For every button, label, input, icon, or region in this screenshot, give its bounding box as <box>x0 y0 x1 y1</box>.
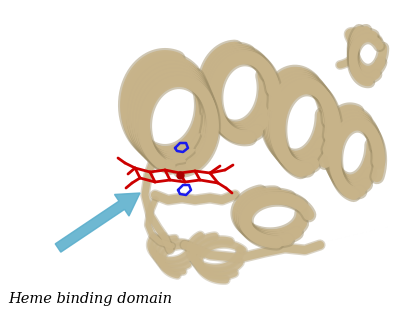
FancyArrow shape <box>55 193 140 252</box>
Text: Heme binding domain: Heme binding domain <box>8 292 172 306</box>
